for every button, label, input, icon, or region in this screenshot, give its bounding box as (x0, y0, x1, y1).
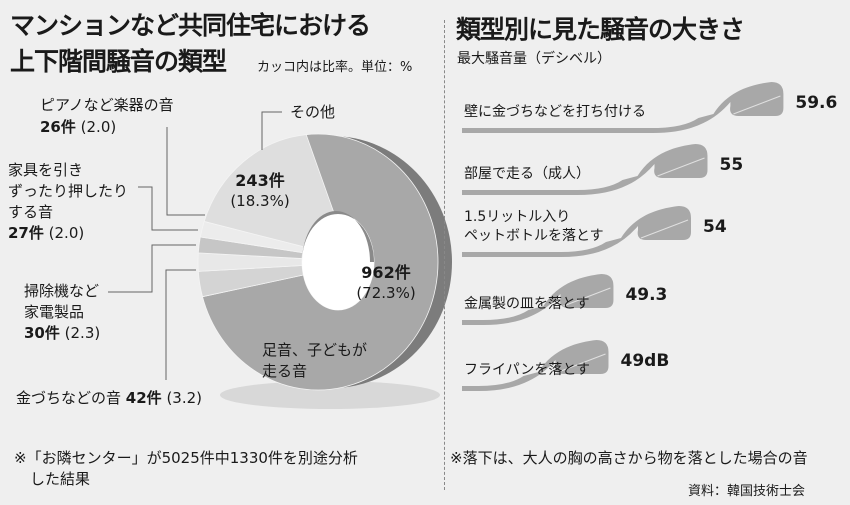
percent-hammer: (3.2) (166, 389, 203, 407)
horn-bar-3 (462, 274, 614, 325)
donut-hole (302, 214, 374, 310)
value-footsteps: 962件 (72.3%) (344, 262, 428, 304)
label-piano: ピアノなど楽器の音 (40, 96, 174, 114)
label-other: その他 (290, 103, 336, 121)
left-footnote: ※「お隣センター」が5025件中1330件を別途分析 した結果 (14, 449, 358, 488)
right-subtitle: 最大騒音量（デシベル） (457, 51, 611, 67)
horn-highlight-1 (657, 157, 705, 177)
horn-highlight-2 (640, 219, 689, 239)
horn-bars (462, 82, 784, 391)
horn-bar-4 (462, 340, 609, 391)
label-furniture: 家具を引き ずったり押したり する音 27件 (2.0) (8, 160, 128, 244)
donut-shadow (220, 381, 440, 409)
count-footsteps: 962件 (361, 263, 411, 282)
label-appliance-2: 家電製品 (24, 303, 85, 321)
count-appliance: 30件 (24, 324, 60, 342)
value-piano: 26件 (2.0) (40, 117, 116, 138)
label-footsteps: 足音、子どもが 走る音 (262, 341, 368, 380)
horn-value-3: 49.3 (625, 285, 668, 305)
horn-value-0: 59.6 (795, 93, 838, 113)
horn-label-1: 部屋で走る（成人） (464, 166, 590, 182)
unit-note: カッコ内は比率。単位：% (257, 60, 413, 75)
percent-furniture: (2.0) (48, 224, 85, 242)
horn-bar-2 (462, 206, 691, 257)
horn-bar-0 (462, 82, 784, 133)
leader-line-furniture (138, 186, 198, 231)
donut-chart (197, 133, 452, 391)
value-other: 243件 (18.3%) (226, 170, 294, 212)
leader-line-appliance (108, 244, 196, 293)
source: 資料：韓国技術士会 (688, 484, 806, 499)
percent-piano: (2.0) (80, 118, 117, 136)
label-appliance-1: 掃除機など (24, 282, 100, 300)
horn-highlight-0 (733, 95, 781, 115)
label-furniture-1: 家具を引き (8, 161, 84, 179)
right-footnote: ※落下は、大人の胸の高さから物を落とした場合の音 (450, 449, 808, 467)
label-furniture-2: ずったり押したり (8, 182, 129, 200)
leader-lines (108, 111, 282, 380)
horn-bar-1 (462, 144, 708, 195)
horn-label-2: 1.5リットル入り ペットボトルを落とす (464, 209, 604, 244)
count-other: 243件 (235, 171, 285, 190)
horn-highlight-4 (558, 353, 606, 373)
left-title-line1: マンションなど共同住宅における (10, 11, 371, 40)
divider (444, 20, 445, 490)
label-appliance: 掃除機など 家電製品 30件 (2.3) (24, 281, 100, 344)
count-piano: 26件 (40, 118, 76, 136)
right-title: 類型別に見た騒音の大きさ (456, 15, 745, 44)
horn-value-4: 49dB (620, 351, 670, 371)
percent-other: (18.3%) (230, 192, 290, 210)
count-furniture: 27件 (8, 224, 44, 242)
horn-label-0: 壁に金づちなどを打ち付ける (464, 104, 646, 120)
horn-highlight-3 (563, 287, 611, 307)
leader-line-hammer (165, 269, 196, 380)
percent-footsteps: (72.3%) (356, 284, 416, 302)
horn-value-1: 55 (719, 155, 744, 175)
horn-value-2: 54 (703, 217, 727, 237)
horn-label-3: 金属製の皿を落とす (464, 296, 590, 312)
count-hammer: 42件 (125, 389, 162, 407)
leader-line-other (261, 111, 282, 150)
label-hammer: 金づちなどの音 42件 (3.2) (16, 389, 203, 407)
leader-line-piano (166, 127, 205, 216)
left-title-line2: 上下階間騒音の類型 (10, 47, 227, 76)
label-furniture-3: する音 (8, 203, 54, 221)
horn-label-4: フライパンを落とす (464, 362, 590, 378)
percent-appliance: (2.3) (64, 324, 101, 342)
